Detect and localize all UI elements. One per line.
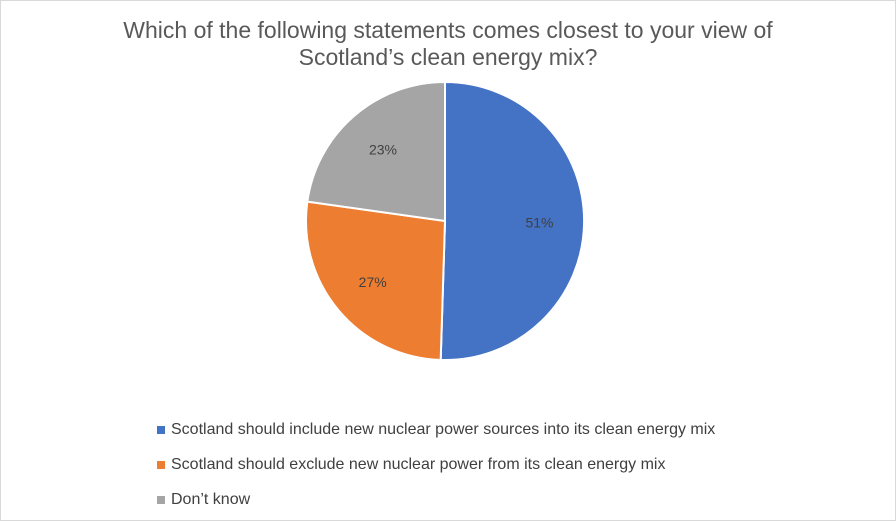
legend-label-dont-know: Don’t know: [171, 490, 251, 508]
legend-item-exclude-nuclear: Scotland should exclude new nuclear powe…: [157, 447, 715, 482]
chart-title-line-1: Which of the following statements comes …: [123, 17, 773, 43]
pie-slice-include-nuclear: [439, 80, 586, 361]
pie-chart: 51% 27% 23%: [305, 80, 586, 361]
data-label-dont-know: 23%: [369, 142, 397, 158]
legend-swatch-include-nuclear: [157, 426, 165, 434]
legend-item-dont-know: Don’t know: [157, 482, 715, 517]
data-label-include-nuclear: 51%: [525, 215, 553, 231]
legend-label-exclude-nuclear: Scotland should exclude new nuclear powe…: [171, 455, 666, 473]
chart-legend: Scotland should include new nuclear powe…: [157, 412, 715, 517]
legend-item-include-nuclear: Scotland should include new nuclear powe…: [157, 412, 715, 447]
legend-label-include-nuclear: Scotland should include new nuclear powe…: [171, 420, 716, 438]
legend-swatch-exclude-nuclear: [157, 461, 165, 469]
pie-slice-dont-know: [306, 80, 446, 223]
pie-slice-exclude-nuclear: [305, 200, 447, 361]
data-label-exclude-nuclear: 27%: [359, 274, 387, 290]
chart-title: Which of the following statements comes …: [1, 17, 895, 71]
legend-swatch-dont-know: [157, 496, 165, 504]
chart-title-line-2: Scotland’s clean energy mix?: [298, 44, 598, 70]
